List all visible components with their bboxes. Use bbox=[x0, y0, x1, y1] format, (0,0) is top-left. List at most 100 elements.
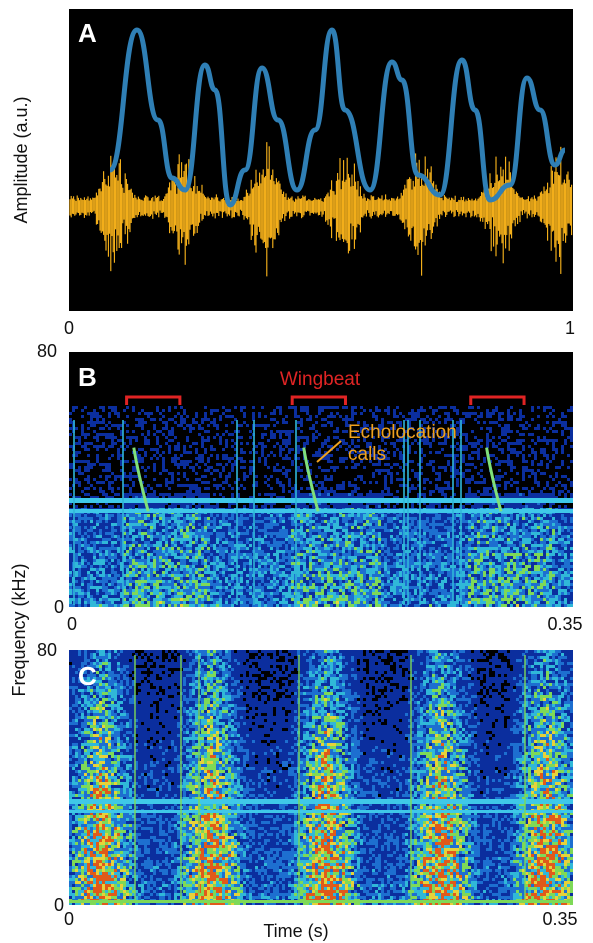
spectrogram-cell bbox=[312, 523, 315, 526]
spectrogram-cell bbox=[309, 562, 312, 565]
spectrogram-cell bbox=[99, 505, 102, 508]
spectrogram-cell bbox=[159, 553, 162, 556]
spectrogram-cell bbox=[360, 571, 363, 574]
spectrogram-cell bbox=[279, 535, 282, 538]
spectrogram-cell bbox=[351, 550, 354, 553]
spectrogram-cell bbox=[84, 517, 87, 520]
spectrogram-cell bbox=[249, 556, 252, 559]
spectrogram-cell bbox=[69, 547, 72, 550]
spectrogram-cell bbox=[363, 514, 366, 517]
spectrogram-cell bbox=[210, 592, 213, 595]
spectrogram-cell bbox=[321, 502, 324, 505]
spectrogram-cell bbox=[288, 565, 291, 568]
spectrogram-cell bbox=[99, 538, 102, 541]
spectrogram-cell bbox=[210, 529, 213, 532]
spectrogram-cell bbox=[78, 481, 81, 484]
spectrogram-cell bbox=[297, 559, 300, 562]
spectrogram-cell bbox=[276, 529, 279, 532]
spectrogram-cell bbox=[336, 604, 339, 607]
spectrogram-cell bbox=[195, 493, 198, 496]
spectrogram-cell bbox=[291, 544, 294, 547]
spectrogram-cell bbox=[258, 532, 261, 535]
spectrogram-cell bbox=[159, 412, 162, 415]
spectrogram-cell bbox=[309, 496, 312, 499]
spectrogram-cell bbox=[222, 523, 225, 526]
spectrogram-cell bbox=[153, 532, 156, 535]
spectrogram-cell bbox=[234, 559, 237, 562]
spectrogram-cell bbox=[216, 544, 219, 547]
spectrogram-cell bbox=[93, 496, 96, 499]
spectrogram-cell bbox=[315, 451, 318, 454]
spectrogram-cell bbox=[201, 586, 204, 589]
spectrogram-cell bbox=[228, 577, 231, 580]
spectrogram-cell bbox=[357, 445, 360, 448]
spectrogram-cell bbox=[231, 550, 234, 553]
spectrogram-cell bbox=[345, 430, 348, 433]
spectrogram-cell bbox=[165, 484, 168, 487]
spectrogram-cell bbox=[279, 580, 282, 583]
spectrogram-cell bbox=[360, 589, 363, 592]
spectrogram-cell bbox=[339, 598, 342, 601]
spectrogram-cell bbox=[270, 487, 273, 490]
spectrogram-cell bbox=[216, 523, 219, 526]
spectrogram-cell bbox=[90, 514, 93, 517]
spectrogram-cell bbox=[123, 562, 126, 565]
spectrogram-cell bbox=[96, 553, 99, 556]
spectrogram-cell bbox=[267, 424, 270, 427]
spectrogram-cell bbox=[75, 469, 78, 472]
spectrogram-cell bbox=[102, 538, 105, 541]
spectrogram-cell bbox=[174, 502, 177, 505]
spectrogram-cell bbox=[81, 472, 84, 475]
spectrogram-cell bbox=[225, 442, 228, 445]
spectrogram-cell bbox=[309, 553, 312, 556]
spectrogram-cell bbox=[105, 517, 108, 520]
spectrogram-cell bbox=[159, 562, 162, 565]
spectrogram-cell bbox=[234, 586, 237, 589]
spectrogram-cell bbox=[213, 595, 216, 598]
spectrogram-cell bbox=[120, 556, 123, 559]
spectrogram-cell bbox=[198, 532, 201, 535]
spectrogram-cell bbox=[183, 523, 186, 526]
spectrogram-cell bbox=[117, 493, 120, 496]
spectrogram-cell bbox=[261, 535, 264, 538]
spectrogram-cell bbox=[117, 514, 120, 517]
spectrogram-cell bbox=[243, 547, 246, 550]
spectrogram-cell bbox=[126, 544, 129, 547]
spectrogram-cell bbox=[279, 520, 282, 523]
spectrogram-cell bbox=[141, 532, 144, 535]
spectrogram-cell bbox=[144, 490, 147, 493]
spectrogram-cell bbox=[348, 574, 351, 577]
spectrogram-cell bbox=[177, 604, 180, 607]
spectrogram-cell bbox=[192, 562, 195, 565]
spectrogram-cell bbox=[183, 577, 186, 580]
spectrogram-cell bbox=[132, 586, 135, 589]
spectrogram-cell bbox=[327, 532, 330, 535]
spectrogram-cell bbox=[174, 514, 177, 517]
spectrogram-cell bbox=[108, 496, 111, 499]
spectrogram-cell bbox=[354, 502, 357, 505]
spectrogram-cell bbox=[204, 592, 207, 595]
spectrogram-cell bbox=[351, 583, 354, 586]
spectrogram-cell bbox=[321, 556, 324, 559]
spectrogram-cell bbox=[84, 445, 87, 448]
spectrogram-cell bbox=[141, 505, 144, 508]
spectrogram-cell bbox=[99, 568, 102, 571]
spectrogram-cell bbox=[177, 526, 180, 529]
spectrogram-cell bbox=[108, 481, 111, 484]
spectrogram-cell bbox=[75, 595, 78, 598]
spectrogram-cell bbox=[189, 568, 192, 571]
spectrogram-cell bbox=[192, 598, 195, 601]
spectrogram-cell bbox=[84, 523, 87, 526]
spectrogram-cell bbox=[141, 595, 144, 598]
spectrogram-cell bbox=[258, 541, 261, 544]
spectrogram-cell bbox=[321, 589, 324, 592]
spectrogram-cell bbox=[186, 541, 189, 544]
spectrogram-cell bbox=[342, 541, 345, 544]
spectrogram-cell bbox=[303, 496, 306, 499]
spectrogram-cell bbox=[180, 502, 183, 505]
spectrogram-cell bbox=[297, 529, 300, 532]
spectrogram-cell bbox=[357, 463, 360, 466]
spectrogram-cell bbox=[195, 505, 198, 508]
spectrogram-cell bbox=[156, 583, 159, 586]
spectrogram-cell bbox=[354, 604, 357, 607]
